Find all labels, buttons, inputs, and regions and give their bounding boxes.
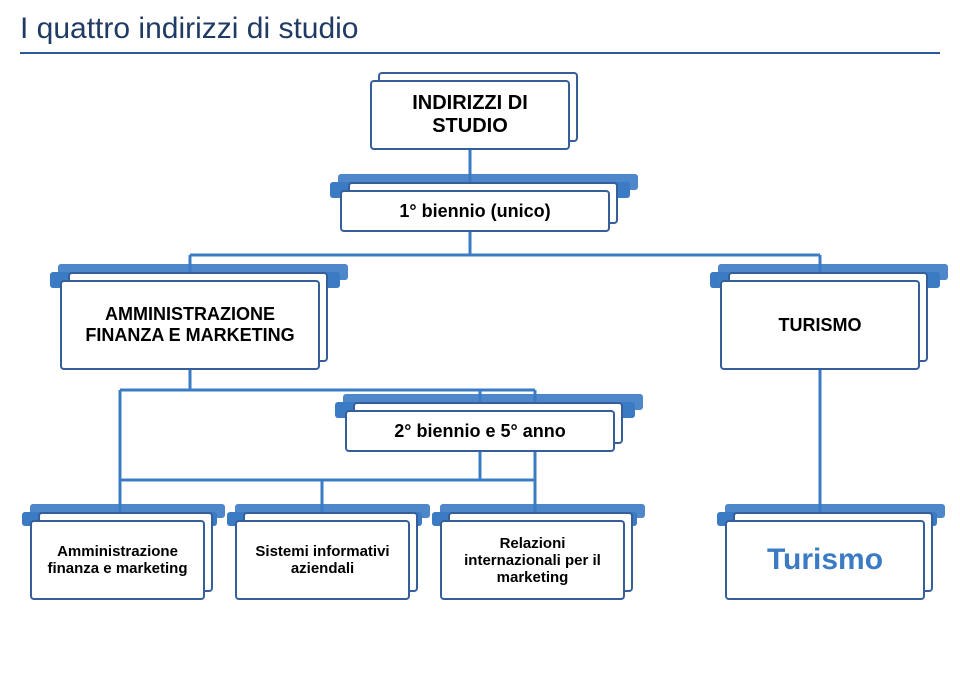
root-label: INDIRIZZI DI STUDIO [380,92,560,138]
turismo-label: TURISMO [779,315,862,336]
level1-label: 1° biennio (unico) [399,201,550,222]
turismo-node: TURISMO [720,280,920,370]
leaf3-label: Turismo [767,543,883,577]
root-node: INDIRIZZI DI STUDIO [370,80,570,150]
level1-node: 1° biennio (unico) [340,190,610,232]
level3-node: 2° biennio e 5° anno [345,410,615,452]
page-header: I quattro indirizzi di studio [0,0,960,60]
leaf0-label: Amministrazione finanza e marketing [40,543,195,577]
title-underline [20,52,940,54]
leaf-afm: Amministrazione finanza e marketing [30,520,205,600]
leaf2-label: Relazioni internazionali per il marketin… [450,535,615,586]
page-title: I quattro indirizzi di studio [20,12,960,46]
leaf-turismo: Turismo [725,520,925,600]
diagram-canvas: INDIRIZZI DI STUDIO 1° biennio (unico) A… [0,60,960,680]
afm-node: AMMINISTRAZIONE FINANZA E MARKETING [60,280,320,370]
leaf-rim: Relazioni internazionali per il marketin… [440,520,625,600]
leaf1-label: Sistemi informativi aziendali [245,543,400,577]
afm-label: AMMINISTRAZIONE FINANZA E MARKETING [70,304,310,346]
leaf-sia: Sistemi informativi aziendali [235,520,410,600]
level3-label: 2° biennio e 5° anno [394,421,565,442]
